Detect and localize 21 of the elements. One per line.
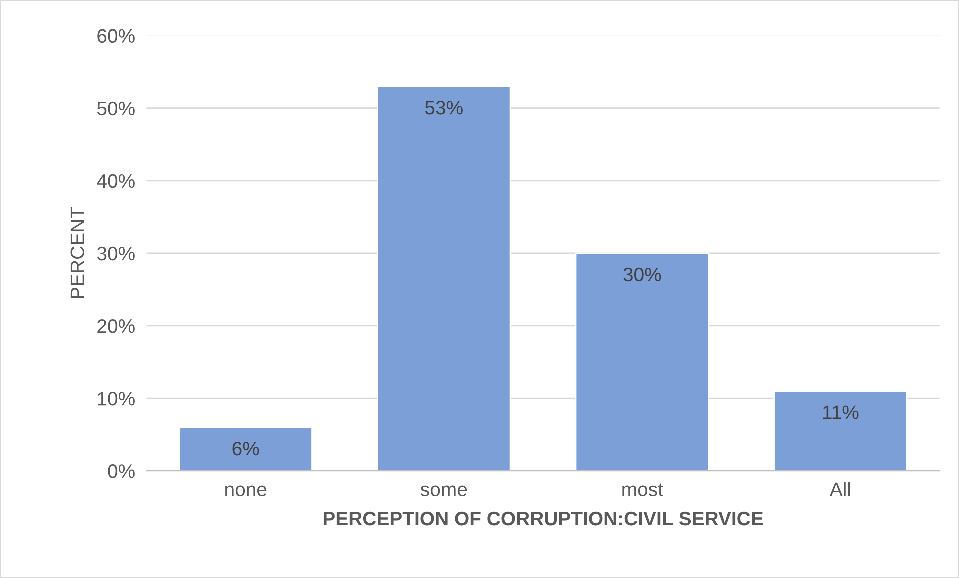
x-tick-label: none: [226, 486, 267, 496]
x-tick-label: some: [420, 486, 468, 496]
data-label: 11%: [823, 406, 859, 420]
y-tick-label: 40%: [97, 174, 135, 188]
bar: [178, 426, 313, 472]
bar: [377, 86, 512, 472]
data-label: 6%: [232, 442, 260, 456]
y-tick-label: 50%: [97, 102, 135, 116]
bar: [774, 390, 908, 472]
data-label: 53%: [425, 101, 463, 115]
y-tick-label: 60%: [98, 29, 135, 44]
x-tick-label: All: [830, 482, 850, 496]
y-tick-label: 0%: [108, 464, 135, 478]
y-tick-label: 30%: [97, 246, 135, 261]
x-axis-title: PERCEPTION OF CORRUPTION:CIVIL SERVICE: [324, 512, 764, 526]
bar: [575, 252, 710, 472]
x-tick-label: most: [622, 484, 664, 496]
y-tick-label: 10%: [98, 392, 135, 406]
data-label: 30%: [624, 268, 662, 282]
y-tick-label: 20%: [98, 319, 135, 334]
y-axis-title: PERCENT: [70, 207, 85, 298]
